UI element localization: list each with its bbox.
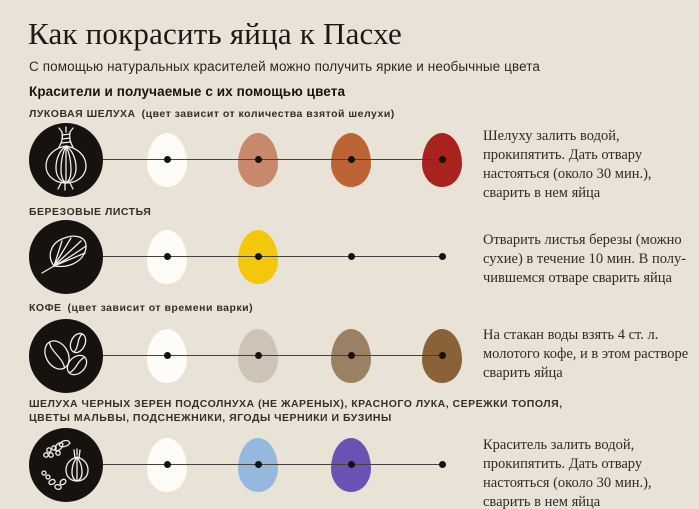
dye-name-label: КОФЕ (цвет зависит от времени варки) <box>29 301 253 315</box>
scale-line <box>103 355 444 356</box>
color-dot <box>438 461 446 468</box>
birch-leaf-icon <box>29 220 103 294</box>
color-dot <box>163 156 171 163</box>
recipe-instructions: На стакан воды взять 4 ст. л. молотого к… <box>483 327 689 381</box>
dye-name: ШЕЛУХА ЧЕРНЫХ ЗЕРЕН ПОДСОЛНУХА (НЕ ЖАРЕН… <box>29 398 563 424</box>
dye-name-label: ШЕЛУХА ЧЕРНЫХ ЗЕРЕН ПОДСОЛНУХА (НЕ ЖАРЕН… <box>29 397 563 425</box>
coffee-beans-icon <box>29 319 103 393</box>
color-dot <box>347 352 355 359</box>
color-scale-band <box>0 220 699 294</box>
color-dot <box>347 253 355 260</box>
color-dot <box>163 253 171 260</box>
page-title: Как покрасить яйца к Пасхе <box>28 16 402 51</box>
dye-name-label: ЛУКОВАЯ ШЕЛУХА (цвет зависит от количеств… <box>29 107 395 121</box>
onion-icon <box>29 123 103 197</box>
color-scale-band <box>0 319 699 393</box>
dye-name-label: БЕРЕЗОВЫЕ ЛИСТЬЯ <box>29 205 157 219</box>
dye-name: ЛУКОВАЯ ШЕЛУХА <box>29 108 136 120</box>
color-dot <box>438 352 446 359</box>
recipe-instructions: Краситель залить водой, прокипятить. Дат… <box>483 437 652 509</box>
color-dot <box>347 461 355 468</box>
color-dot <box>254 461 262 468</box>
color-dot <box>438 156 446 163</box>
scale-line <box>103 464 444 465</box>
color-dot <box>163 352 171 359</box>
color-dot <box>254 156 262 163</box>
color-dot <box>163 461 171 468</box>
mixed-natural-dyes-icon <box>29 428 103 502</box>
color-dot <box>347 156 355 163</box>
dye-name: БЕРЕЗОВЫЕ ЛИСТЬЯ <box>29 206 152 218</box>
page-subtitle: С помощью натуральных красителей можно п… <box>29 59 540 74</box>
recipe-instructions: Отварить листья березы (можно сухие) в т… <box>483 232 687 286</box>
dye-name: КОФЕ <box>29 302 62 314</box>
color-dot <box>254 352 262 359</box>
color-scale-band <box>0 428 699 502</box>
color-scale-band <box>0 123 699 197</box>
dye-note: (цвет зависит от количества взятой шелух… <box>141 108 395 120</box>
scale-line <box>103 159 444 160</box>
section-header: Красители и получаемые с их помощью цвет… <box>29 84 346 99</box>
recipe-instructions: Шелуху залить водой, прокипятить. Дать о… <box>483 128 652 201</box>
color-dot <box>254 253 262 260</box>
color-dot <box>438 253 446 260</box>
scale-line <box>103 256 444 257</box>
dye-note: (цвет зависит от времени варки) <box>67 302 254 314</box>
